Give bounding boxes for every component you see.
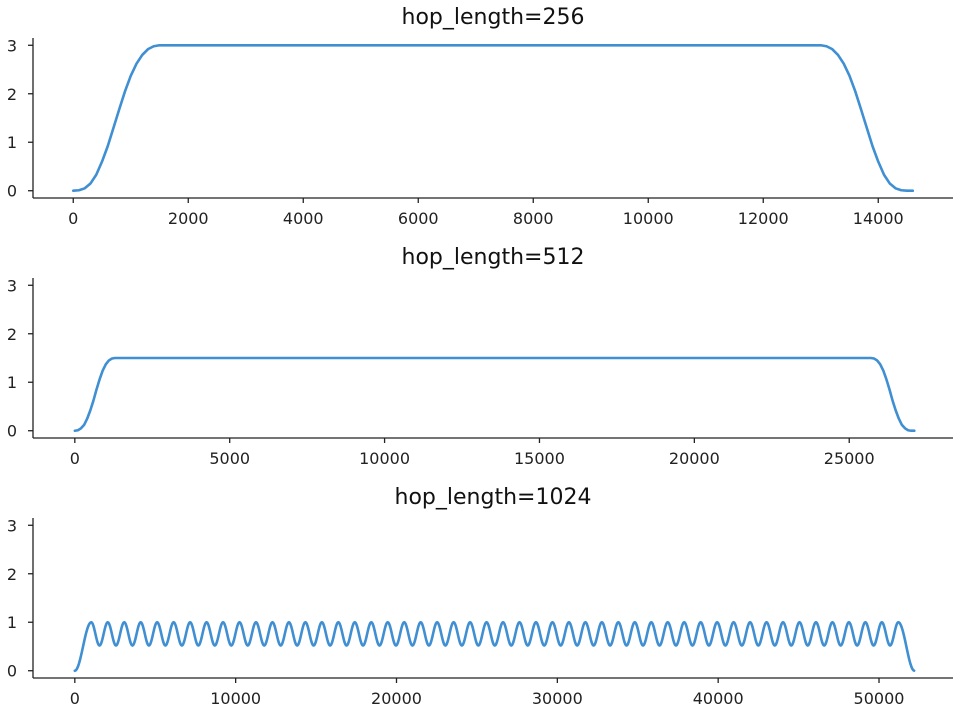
- y-tick-label: 0: [7, 662, 17, 681]
- y-tick-label: 3: [7, 276, 17, 295]
- y-tick-label: 2: [7, 85, 17, 104]
- x-tick-label: 50000: [854, 689, 905, 708]
- y-tick-label: 0: [7, 182, 17, 201]
- x-tick-label: 10000: [210, 689, 261, 708]
- subplot-title: hop_length=1024: [395, 485, 592, 510]
- x-tick-label: 20000: [669, 449, 720, 468]
- x-tick-label: 0: [68, 209, 78, 228]
- subplot-title: hop_length=256: [402, 5, 585, 30]
- x-tick-label: 14000: [853, 209, 904, 228]
- x-tick-label: 25000: [824, 449, 875, 468]
- x-tick-label: 40000: [693, 689, 744, 708]
- x-tick-label: 20000: [371, 689, 422, 708]
- x-tick-label: 0: [70, 689, 80, 708]
- x-tick-label: 30000: [532, 689, 583, 708]
- y-tick-label: 1: [7, 613, 17, 632]
- x-tick-label: 15000: [514, 449, 565, 468]
- x-tick-label: 6000: [398, 209, 439, 228]
- series-line: [73, 620, 916, 673]
- x-tick-label: 0: [70, 449, 80, 468]
- x-tick-label: 8000: [513, 209, 554, 228]
- subplot-title: hop_length=512: [402, 245, 585, 270]
- y-tick-label: 3: [7, 36, 17, 55]
- y-tick-label: 2: [7, 325, 17, 344]
- y-tick-label: 0: [7, 422, 17, 441]
- x-tick-label: 4000: [283, 209, 324, 228]
- x-tick-label: 10000: [359, 449, 410, 468]
- y-tick-label: 1: [7, 373, 17, 392]
- subplot-hop-512: hop_length=512 0 1 2 3 0 5000 10000 15000 20000 25…: [7, 245, 953, 468]
- x-tick-label: 2000: [168, 209, 209, 228]
- y-tick-label: 3: [7, 516, 17, 535]
- subplot-hop-1024: hop_length=1024 0 1 2 3 0 10000 20000 30000 40000…: [7, 485, 953, 708]
- y-tick-label: 1: [7, 133, 17, 152]
- x-tick-label: 5000: [209, 449, 250, 468]
- subplot-hop-256: hop_length=256 0 1 2 3 0 2000 4000 6000 8000 10000…: [7, 5, 953, 228]
- series-line: [71, 43, 915, 193]
- x-tick-label: 10000: [623, 209, 674, 228]
- y-tick-label: 2: [7, 565, 17, 584]
- x-tick-label: 12000: [738, 209, 789, 228]
- series-line: [73, 356, 916, 433]
